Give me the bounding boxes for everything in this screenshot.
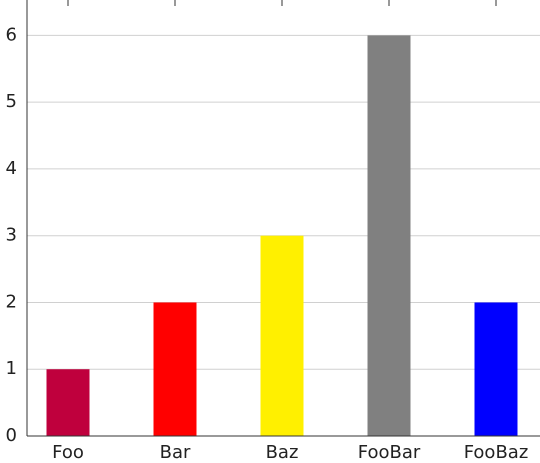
x-tick-label: Bar (160, 442, 191, 463)
y-tick-label: 6 (6, 24, 17, 45)
bar (153, 302, 197, 436)
bar (46, 369, 90, 436)
x-tick-label: Baz (266, 442, 299, 463)
y-tick-label: 3 (6, 225, 17, 246)
x-tick-label: FooBaz (464, 442, 529, 463)
y-tick-label: 0 (6, 425, 17, 446)
bar (474, 302, 518, 436)
bar (367, 35, 411, 437)
y-tick-label: 4 (6, 158, 17, 179)
y-tick-label: 5 (6, 91, 17, 112)
x-tick-label: Foo (52, 442, 84, 463)
y-tick-label: 1 (6, 358, 17, 379)
y-tick-label: 2 (6, 291, 17, 312)
bar (260, 235, 304, 436)
x-tick-label: FooBar (358, 442, 421, 463)
